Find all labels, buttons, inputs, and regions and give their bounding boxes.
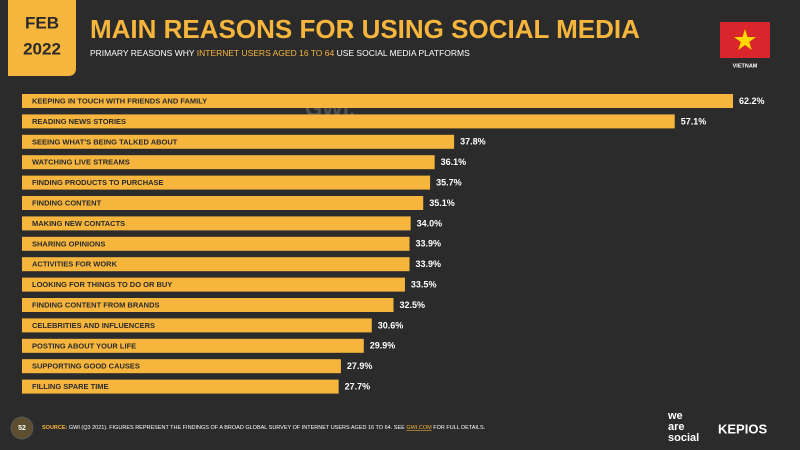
value-label: 33.9%	[416, 239, 442, 249]
value-label: 29.9%	[370, 341, 396, 351]
bar	[22, 359, 341, 374]
value-label: 35.1%	[429, 198, 455, 208]
value-label: 36.1%	[441, 157, 467, 167]
bar	[22, 298, 394, 312]
value-label: 37.8%	[460, 137, 486, 147]
category-label: LOOKING FOR THINGS TO DO OR BUY	[32, 280, 172, 289]
source-text: FOR FULL DETAILS.	[432, 425, 486, 431]
source-link: GWI.COM	[406, 425, 432, 431]
logo-social: social	[668, 432, 699, 444]
subtitle-part: PRIMARY REASONS WHY	[90, 48, 197, 58]
source-label: SOURCE:	[42, 425, 69, 431]
source: SOURCE: GWI (Q3 2021). FIGURES REPRESENT…	[42, 425, 486, 431]
subtitle-part: USE SOCIAL MEDIA PLATFORMS	[334, 48, 470, 58]
value-label: 57.1%	[681, 116, 707, 126]
bar	[22, 257, 410, 272]
bar	[22, 94, 733, 108]
badge-year: 2022	[23, 39, 61, 58]
category-label: WATCHING LIVE STREAMS	[32, 158, 130, 167]
category-label: ACTIVITIES FOR WORK	[32, 260, 118, 269]
value-label: 27.9%	[347, 361, 373, 371]
bar	[22, 338, 364, 353]
source-text: GWI (Q3 2021). FIGURES REPRESENT THE FIN…	[69, 425, 406, 431]
badge-month: FEB	[25, 13, 59, 32]
bar	[22, 114, 675, 129]
bar	[22, 175, 431, 190]
subtitle-highlight: INTERNET USERS AGED 16 TO 64	[197, 48, 335, 58]
value-label: 33.9%	[416, 259, 442, 269]
page-badge	[10, 416, 34, 440]
bar	[22, 277, 405, 292]
category-label: MAKING NEW CONTACTS	[32, 219, 125, 228]
date-badge	[8, 0, 76, 76]
bar	[22, 155, 435, 170]
value-label: 62.2%	[739, 96, 765, 106]
category-label: FINDING PRODUCTS TO PURCHASE	[32, 178, 164, 187]
bar	[22, 216, 411, 231]
category-label: FINDING CONTENT	[32, 198, 102, 207]
bar	[22, 318, 372, 333]
category-label: CELEBRITIES AND INFLUENCERS	[32, 321, 155, 330]
category-label: FILLING SPARE TIME	[32, 382, 109, 391]
value-label: 34.0%	[417, 218, 443, 228]
category-label: SUPPORTING GOOD CAUSES	[32, 362, 140, 371]
value-label: 30.6%	[378, 320, 404, 330]
bar	[22, 379, 339, 394]
category-label: SHARING OPINIONS	[32, 239, 105, 248]
logo-kepios: KEPIOS	[718, 421, 767, 436]
value-label: 35.7%	[436, 177, 462, 187]
category-label: FINDING CONTENT FROM BRANDS	[32, 300, 160, 309]
category-label: POSTING ABOUT YOUR LIFE	[32, 341, 136, 350]
category-label: READING NEWS STORIES	[32, 117, 126, 126]
bar	[22, 236, 410, 251]
page-number: 52	[18, 425, 26, 432]
country-label: VIETNAM	[733, 63, 758, 69]
category-label: KEEPING IN TOUCH WITH FRIENDS AND FAMILY	[32, 96, 207, 105]
flag-star	[734, 29, 756, 50]
bar	[22, 196, 424, 210]
chart-title: MAIN REASONS FOR USING SOCIAL MEDIA	[90, 14, 640, 44]
subtitle: PRIMARY REASONS WHY INTERNET USERS AGED …	[90, 48, 470, 58]
value-label: 27.7%	[345, 381, 371, 391]
bar	[22, 134, 455, 149]
logo-are: are	[668, 421, 685, 433]
value-label: 33.5%	[411, 279, 437, 289]
value-label: 32.5%	[400, 300, 426, 310]
category-label: SEEING WHAT'S BEING TALKED ABOUT	[32, 137, 178, 146]
logo-we: we	[667, 410, 683, 422]
